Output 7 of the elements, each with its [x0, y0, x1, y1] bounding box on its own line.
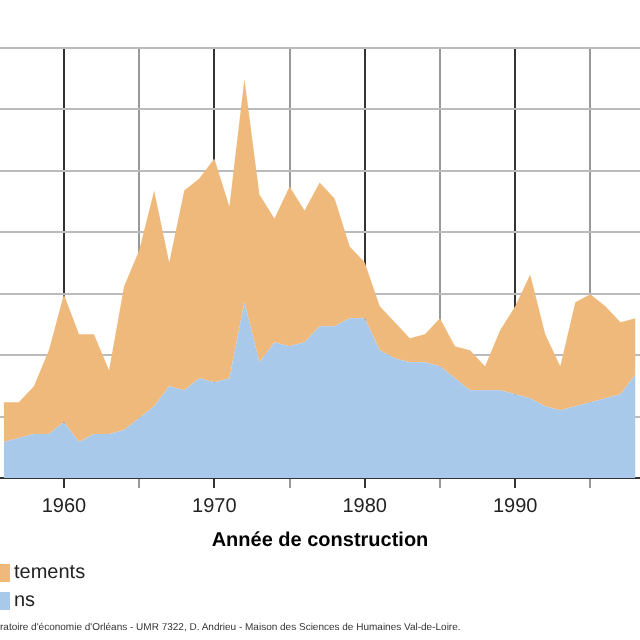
x-tick-label: 1970 — [192, 495, 238, 518]
legend-label: tements — [14, 561, 86, 583]
x-tick-label: 1960 — [41, 495, 88, 518]
legend-label: ns — [14, 589, 36, 611]
x-axis-title: Année de construction — [209, 530, 431, 552]
x-tick-label: 1990 — [492, 495, 539, 518]
x-tick-label: 1980 — [342, 495, 388, 518]
